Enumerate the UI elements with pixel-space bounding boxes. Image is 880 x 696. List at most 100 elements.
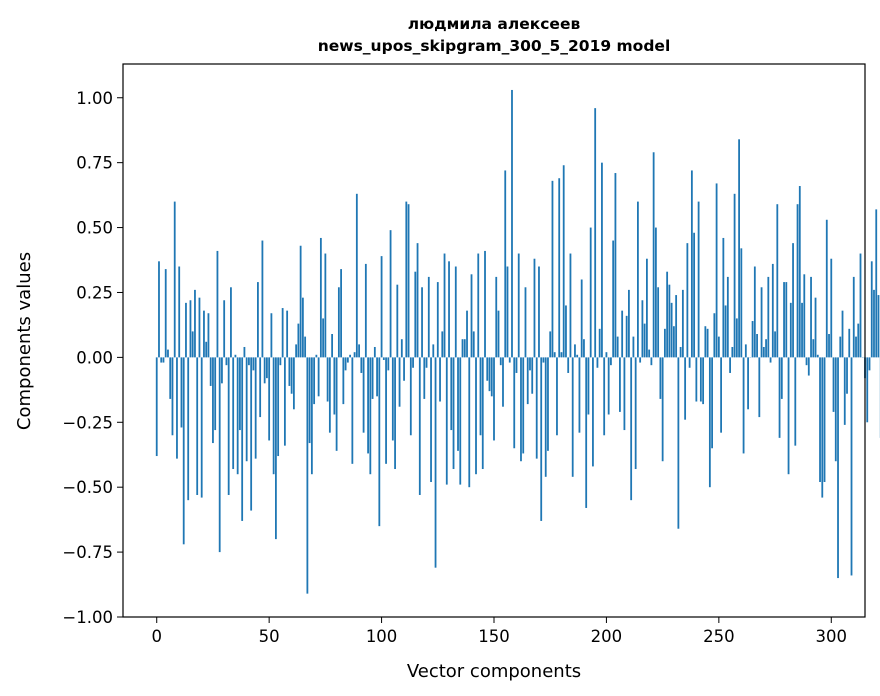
bar xyxy=(857,323,860,358)
bar xyxy=(430,357,432,482)
bar xyxy=(421,287,423,358)
bar xyxy=(767,276,770,358)
bar xyxy=(513,357,516,449)
bar xyxy=(299,245,302,358)
bar xyxy=(634,357,637,470)
bar xyxy=(753,266,756,358)
bar xyxy=(731,346,734,358)
bar xyxy=(155,357,158,457)
bar xyxy=(744,344,747,358)
bar xyxy=(232,357,235,470)
bar xyxy=(360,357,363,373)
bar xyxy=(751,321,754,358)
bar xyxy=(196,357,199,495)
bar xyxy=(832,357,835,412)
bar xyxy=(690,170,693,358)
bar xyxy=(560,352,563,358)
bar xyxy=(841,310,844,358)
bar xyxy=(158,261,160,358)
bar xyxy=(308,357,311,444)
bar xyxy=(877,295,880,358)
bar xyxy=(488,357,491,392)
bar xyxy=(558,178,561,358)
bar xyxy=(648,349,651,358)
bar xyxy=(313,357,316,405)
bar xyxy=(486,357,489,381)
bar xyxy=(470,274,473,358)
bar xyxy=(646,258,648,358)
bar xyxy=(499,357,502,366)
bar xyxy=(659,357,662,399)
bar xyxy=(443,253,446,358)
bar xyxy=(257,282,259,358)
x-tick-label: 250 xyxy=(703,627,735,646)
bar xyxy=(760,287,763,358)
bar xyxy=(171,357,174,436)
y-axis-label: Components values xyxy=(14,252,35,430)
bar xyxy=(324,253,327,358)
bar xyxy=(762,346,765,358)
bar xyxy=(412,357,414,368)
bar xyxy=(310,357,313,475)
bar xyxy=(783,282,785,358)
bar xyxy=(218,357,221,553)
bar xyxy=(859,253,862,358)
bar xyxy=(248,357,250,366)
bar xyxy=(434,357,437,568)
bar xyxy=(389,230,392,358)
bar xyxy=(236,357,239,475)
bar xyxy=(668,284,671,358)
bar xyxy=(349,354,351,358)
bar xyxy=(866,357,869,423)
bar xyxy=(713,313,716,358)
bar xyxy=(785,282,788,358)
bar xyxy=(279,357,282,366)
bar xyxy=(277,357,280,457)
x-tick-label: 50 xyxy=(259,627,280,646)
bar xyxy=(776,204,779,358)
bar xyxy=(711,357,713,449)
bar xyxy=(472,331,475,358)
bar xyxy=(747,357,749,410)
bar xyxy=(551,180,554,358)
bar xyxy=(587,357,590,415)
bar xyxy=(292,357,295,410)
plot-frame xyxy=(122,63,866,618)
bar xyxy=(326,357,329,402)
bar xyxy=(441,331,444,358)
bar xyxy=(333,357,336,415)
bar xyxy=(225,357,228,366)
bar xyxy=(317,357,320,397)
bar xyxy=(378,357,381,527)
bar xyxy=(661,357,664,462)
bar xyxy=(358,344,360,358)
bar xyxy=(843,357,846,425)
bar xyxy=(637,201,639,358)
chart-titles: людмила алексеев news_upos_skipgram_300_… xyxy=(318,15,671,55)
bar xyxy=(337,287,340,358)
bar xyxy=(301,297,304,358)
bar xyxy=(319,237,322,358)
bar xyxy=(533,258,536,358)
bar xyxy=(621,310,624,358)
bar xyxy=(562,165,565,358)
bar xyxy=(594,108,597,358)
bar xyxy=(436,282,439,358)
bar xyxy=(432,344,435,358)
bar xyxy=(695,357,698,402)
bar xyxy=(369,357,372,475)
bar xyxy=(268,357,271,441)
bar xyxy=(812,339,815,358)
bar xyxy=(396,284,399,358)
bar xyxy=(526,357,529,405)
bar xyxy=(340,269,342,358)
bars xyxy=(155,89,880,594)
bar xyxy=(355,193,358,358)
bar xyxy=(391,357,394,441)
bar xyxy=(459,357,462,485)
bar xyxy=(272,357,275,475)
bar xyxy=(870,261,873,358)
chart-title: людмила алексеев xyxy=(408,15,581,33)
bar xyxy=(180,357,183,428)
bar xyxy=(167,349,169,358)
